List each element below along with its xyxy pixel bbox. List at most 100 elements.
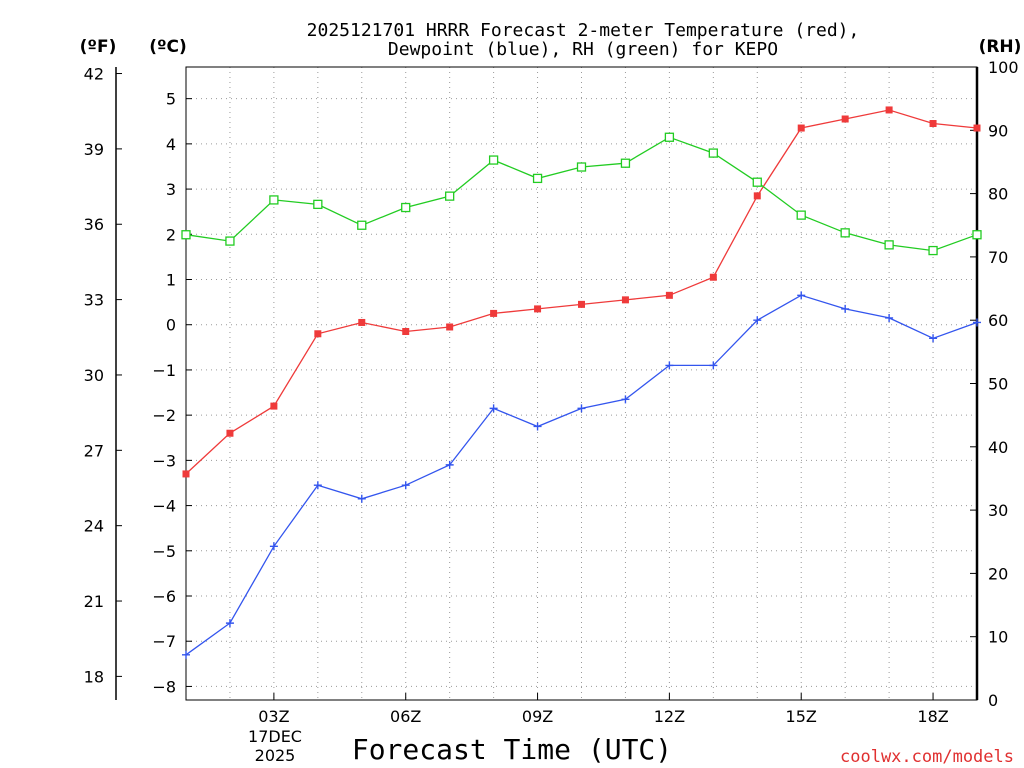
rh-point bbox=[928, 245, 938, 256]
rh-point bbox=[664, 132, 675, 142]
fahrenheit-axis-unit: (ºF) bbox=[80, 37, 117, 57]
dewpoint-point bbox=[797, 291, 806, 300]
rh-point bbox=[884, 240, 894, 250]
rh-point bbox=[269, 195, 279, 205]
temperature-point bbox=[314, 330, 322, 338]
rh-point bbox=[796, 210, 806, 220]
f-tick-label: 42 bbox=[84, 65, 104, 84]
temperature-point bbox=[490, 309, 498, 317]
dewpoint-point bbox=[357, 494, 366, 503]
c-tick-label: 5 bbox=[166, 90, 176, 109]
c-tick-label: −5 bbox=[152, 542, 176, 561]
dewpoint-point bbox=[269, 542, 278, 551]
f-tick-label: 27 bbox=[84, 441, 104, 460]
dewpoint-point bbox=[445, 460, 454, 469]
x-tick-label: 18Z bbox=[917, 707, 948, 726]
rh-tick-label: 90 bbox=[988, 121, 1008, 140]
date-label-year: 2025 bbox=[255, 746, 296, 765]
dewpoint-point bbox=[401, 481, 410, 490]
dewpoint-point bbox=[621, 395, 630, 404]
f-tick-label: 39 bbox=[84, 140, 104, 159]
c-tick-label: −8 bbox=[152, 677, 176, 696]
tick-labels: −8 −7 −6 −5 −4 −3 −2 −1 0 1 2 3 4 5 18 21 24 27 30 33 36 39 42… bbox=[84, 58, 1019, 726]
series-dewpoint bbox=[182, 291, 981, 659]
temperature-point bbox=[270, 402, 278, 410]
rh-tick-label: 30 bbox=[988, 501, 1008, 520]
c-tick-label: −4 bbox=[152, 497, 176, 516]
rh-point bbox=[708, 148, 718, 158]
c-tick-label: −2 bbox=[152, 406, 176, 425]
dewpoint-point bbox=[313, 481, 322, 490]
c-tick-label: 4 bbox=[166, 135, 176, 154]
series-temperature bbox=[182, 106, 981, 478]
rh-point bbox=[576, 162, 587, 172]
chart-title-line2: Dewpoint (blue), RH (green) for KEPO bbox=[388, 39, 778, 60]
rh-point bbox=[840, 228, 850, 238]
rh-tick-label: 100 bbox=[988, 58, 1019, 77]
c-tick-label: 3 bbox=[166, 180, 176, 199]
rh-point bbox=[752, 177, 762, 187]
series-line-dewpoint bbox=[185, 294, 978, 656]
rh-point bbox=[445, 191, 455, 201]
rh-point bbox=[357, 220, 367, 230]
rh-point bbox=[972, 230, 982, 240]
temperature-point bbox=[885, 106, 893, 114]
rh-tick-label: 10 bbox=[988, 628, 1008, 647]
dewpoint-point bbox=[533, 422, 542, 431]
date-label-day: 17DEC bbox=[248, 727, 302, 746]
temperature-point bbox=[929, 120, 937, 128]
rh-tick-label: 50 bbox=[988, 375, 1008, 394]
x-tick-label: 03Z bbox=[258, 707, 289, 726]
rh-point bbox=[181, 230, 191, 240]
x-tick-label: 15Z bbox=[786, 707, 817, 726]
dewpoint-point bbox=[753, 316, 762, 325]
series-rh bbox=[181, 132, 982, 256]
dewpoint-point bbox=[489, 404, 498, 413]
temperature-point bbox=[973, 124, 981, 132]
series-line-rh bbox=[185, 136, 978, 252]
f-tick-label: 21 bbox=[84, 592, 104, 611]
credit-text: coolwx.com/models bbox=[840, 747, 1014, 767]
x-tick-label: 09Z bbox=[522, 707, 553, 726]
plot-frame bbox=[185, 66, 978, 701]
c-tick-label: 0 bbox=[166, 316, 176, 335]
c-tick-label: −6 bbox=[152, 587, 176, 606]
f-tick-label: 30 bbox=[84, 366, 104, 385]
c-tick-label: 1 bbox=[166, 271, 176, 290]
temperature-point bbox=[621, 296, 629, 304]
x-tick-label: 06Z bbox=[390, 707, 421, 726]
x-axis-label: Forecast Time (UTC) bbox=[352, 733, 672, 766]
c-tick-label: −7 bbox=[152, 632, 176, 651]
rh-point bbox=[225, 236, 235, 246]
temperature-point bbox=[182, 470, 190, 478]
grid-lines bbox=[185, 67, 978, 700]
rh-point bbox=[313, 199, 323, 210]
celsius-axis-unit: (ºC) bbox=[149, 37, 187, 57]
temperature-point bbox=[402, 328, 410, 336]
temperature-point bbox=[797, 124, 805, 132]
rh-point bbox=[532, 173, 543, 184]
rh-axis-unit: (RH) bbox=[979, 37, 1022, 57]
dewpoint-point bbox=[665, 361, 674, 370]
temperature-point bbox=[446, 323, 454, 331]
rh-tick-label: 20 bbox=[988, 564, 1008, 583]
rh-tick-label: 80 bbox=[988, 185, 1008, 204]
dewpoint-point bbox=[182, 650, 190, 659]
c-tick-label: 2 bbox=[166, 225, 176, 244]
dewpoint-point bbox=[885, 313, 894, 322]
temperature-point bbox=[841, 115, 849, 123]
f-tick-label: 36 bbox=[84, 215, 104, 234]
rh-tick-label: 70 bbox=[988, 248, 1008, 267]
data-series bbox=[181, 106, 982, 659]
temperature-point bbox=[534, 305, 542, 313]
dewpoint-point bbox=[709, 361, 718, 370]
c-tick-label: −1 bbox=[152, 361, 176, 380]
rh-point bbox=[488, 155, 499, 165]
rh-tick-label: 0 bbox=[988, 691, 998, 710]
temperature-point bbox=[226, 429, 234, 437]
chart-title-line1: 2025121701 HRRR Forecast 2-meter Tempera… bbox=[307, 20, 860, 41]
c-tick-label: −3 bbox=[152, 451, 176, 470]
temperature-point bbox=[753, 192, 761, 200]
temperature-point bbox=[709, 273, 717, 281]
